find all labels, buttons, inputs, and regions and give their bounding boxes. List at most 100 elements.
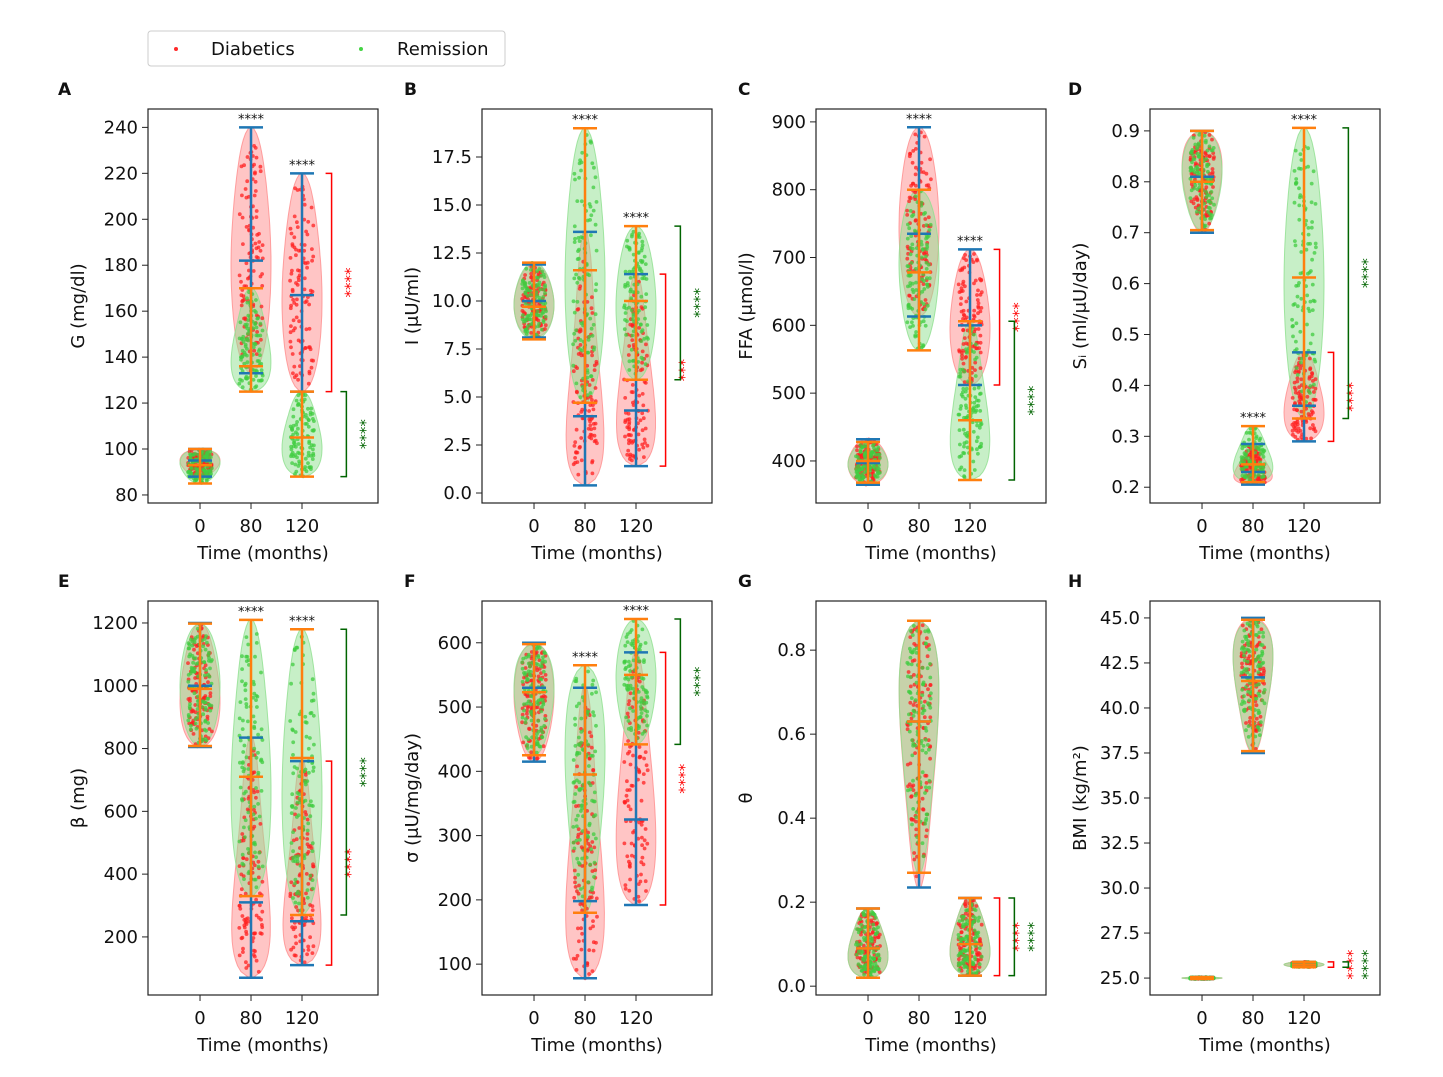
significance-stars: **** (623, 211, 650, 226)
data-point (594, 837, 598, 841)
data-point (595, 200, 599, 204)
data-point (252, 932, 256, 936)
data-point (304, 813, 308, 817)
data-point (535, 276, 539, 280)
data-point (297, 442, 301, 446)
significance-stars: **** (238, 605, 265, 620)
data-point (573, 717, 577, 721)
data-point (589, 374, 593, 378)
data-point (259, 169, 263, 173)
data-point (204, 648, 208, 652)
data-point (253, 843, 257, 847)
data-point (196, 716, 200, 720)
data-point (972, 401, 976, 405)
data-point (913, 710, 917, 714)
data-point (910, 754, 914, 758)
data-point (588, 317, 592, 321)
bracket-remission (340, 392, 346, 477)
data-point (535, 751, 539, 755)
data-point (542, 320, 546, 324)
data-point (906, 789, 910, 793)
data-point (259, 249, 263, 253)
data-point (252, 949, 256, 953)
data-point (863, 452, 867, 456)
data-point (593, 868, 597, 872)
data-point (575, 704, 579, 708)
data-point (646, 337, 650, 341)
data-point (925, 247, 929, 251)
data-point (261, 865, 265, 869)
data-point (541, 295, 545, 299)
data-point (631, 383, 635, 387)
data-point (593, 364, 597, 368)
data-point (252, 144, 256, 148)
data-point (186, 719, 190, 723)
data-point (590, 306, 594, 310)
data-point (292, 365, 296, 369)
data-point (260, 368, 264, 372)
data-point (588, 423, 592, 427)
data-point (303, 203, 307, 207)
legend-label-diabetics: Diabetics (211, 39, 295, 60)
data-point (254, 321, 258, 325)
data-point (1300, 410, 1304, 414)
y-tick-label: 200 (438, 890, 472, 911)
data-point (575, 391, 579, 395)
data-point (203, 701, 207, 705)
plot-area (180, 620, 322, 978)
data-point (644, 262, 648, 266)
data-point (525, 332, 529, 336)
data-point (913, 191, 917, 195)
data-point (245, 337, 249, 341)
data-point (876, 453, 880, 457)
data-point (641, 856, 645, 860)
data-point (862, 930, 866, 934)
data-point (929, 683, 933, 687)
data-point (626, 449, 630, 453)
data-point (859, 450, 863, 454)
data-point (927, 263, 931, 267)
data-point (253, 863, 257, 867)
data-point (909, 246, 913, 250)
data-point (529, 323, 533, 327)
data-point (592, 422, 596, 426)
data-point (1312, 169, 1316, 173)
data-point (291, 298, 295, 302)
data-point (311, 429, 315, 433)
data-point (590, 327, 594, 331)
data-point (590, 692, 594, 696)
data-point (924, 255, 928, 259)
data-point (920, 693, 924, 697)
data-point (586, 743, 590, 747)
data-point (530, 679, 534, 683)
data-point (630, 338, 634, 342)
data-point (590, 746, 594, 750)
data-point (535, 757, 539, 761)
data-point (1210, 190, 1214, 194)
data-point (589, 205, 593, 209)
data-point (253, 851, 257, 855)
data-point (311, 887, 315, 891)
data-point (914, 173, 918, 177)
data-point (974, 343, 978, 347)
data-point (964, 355, 968, 359)
data-point (260, 932, 264, 936)
data-point (921, 770, 925, 774)
data-point (311, 865, 315, 869)
data-point (574, 885, 578, 889)
data-point (972, 309, 976, 313)
data-point (293, 882, 297, 886)
data-point (259, 822, 263, 826)
data-point (591, 378, 595, 382)
data-point (962, 445, 966, 449)
data-point (1306, 242, 1310, 246)
data-point (294, 806, 298, 810)
data-point (294, 935, 298, 939)
data-point (928, 779, 932, 783)
data-point (307, 345, 311, 349)
data-point (523, 273, 527, 277)
data-point (957, 375, 961, 379)
data-point (926, 701, 930, 705)
data-point (254, 189, 258, 193)
